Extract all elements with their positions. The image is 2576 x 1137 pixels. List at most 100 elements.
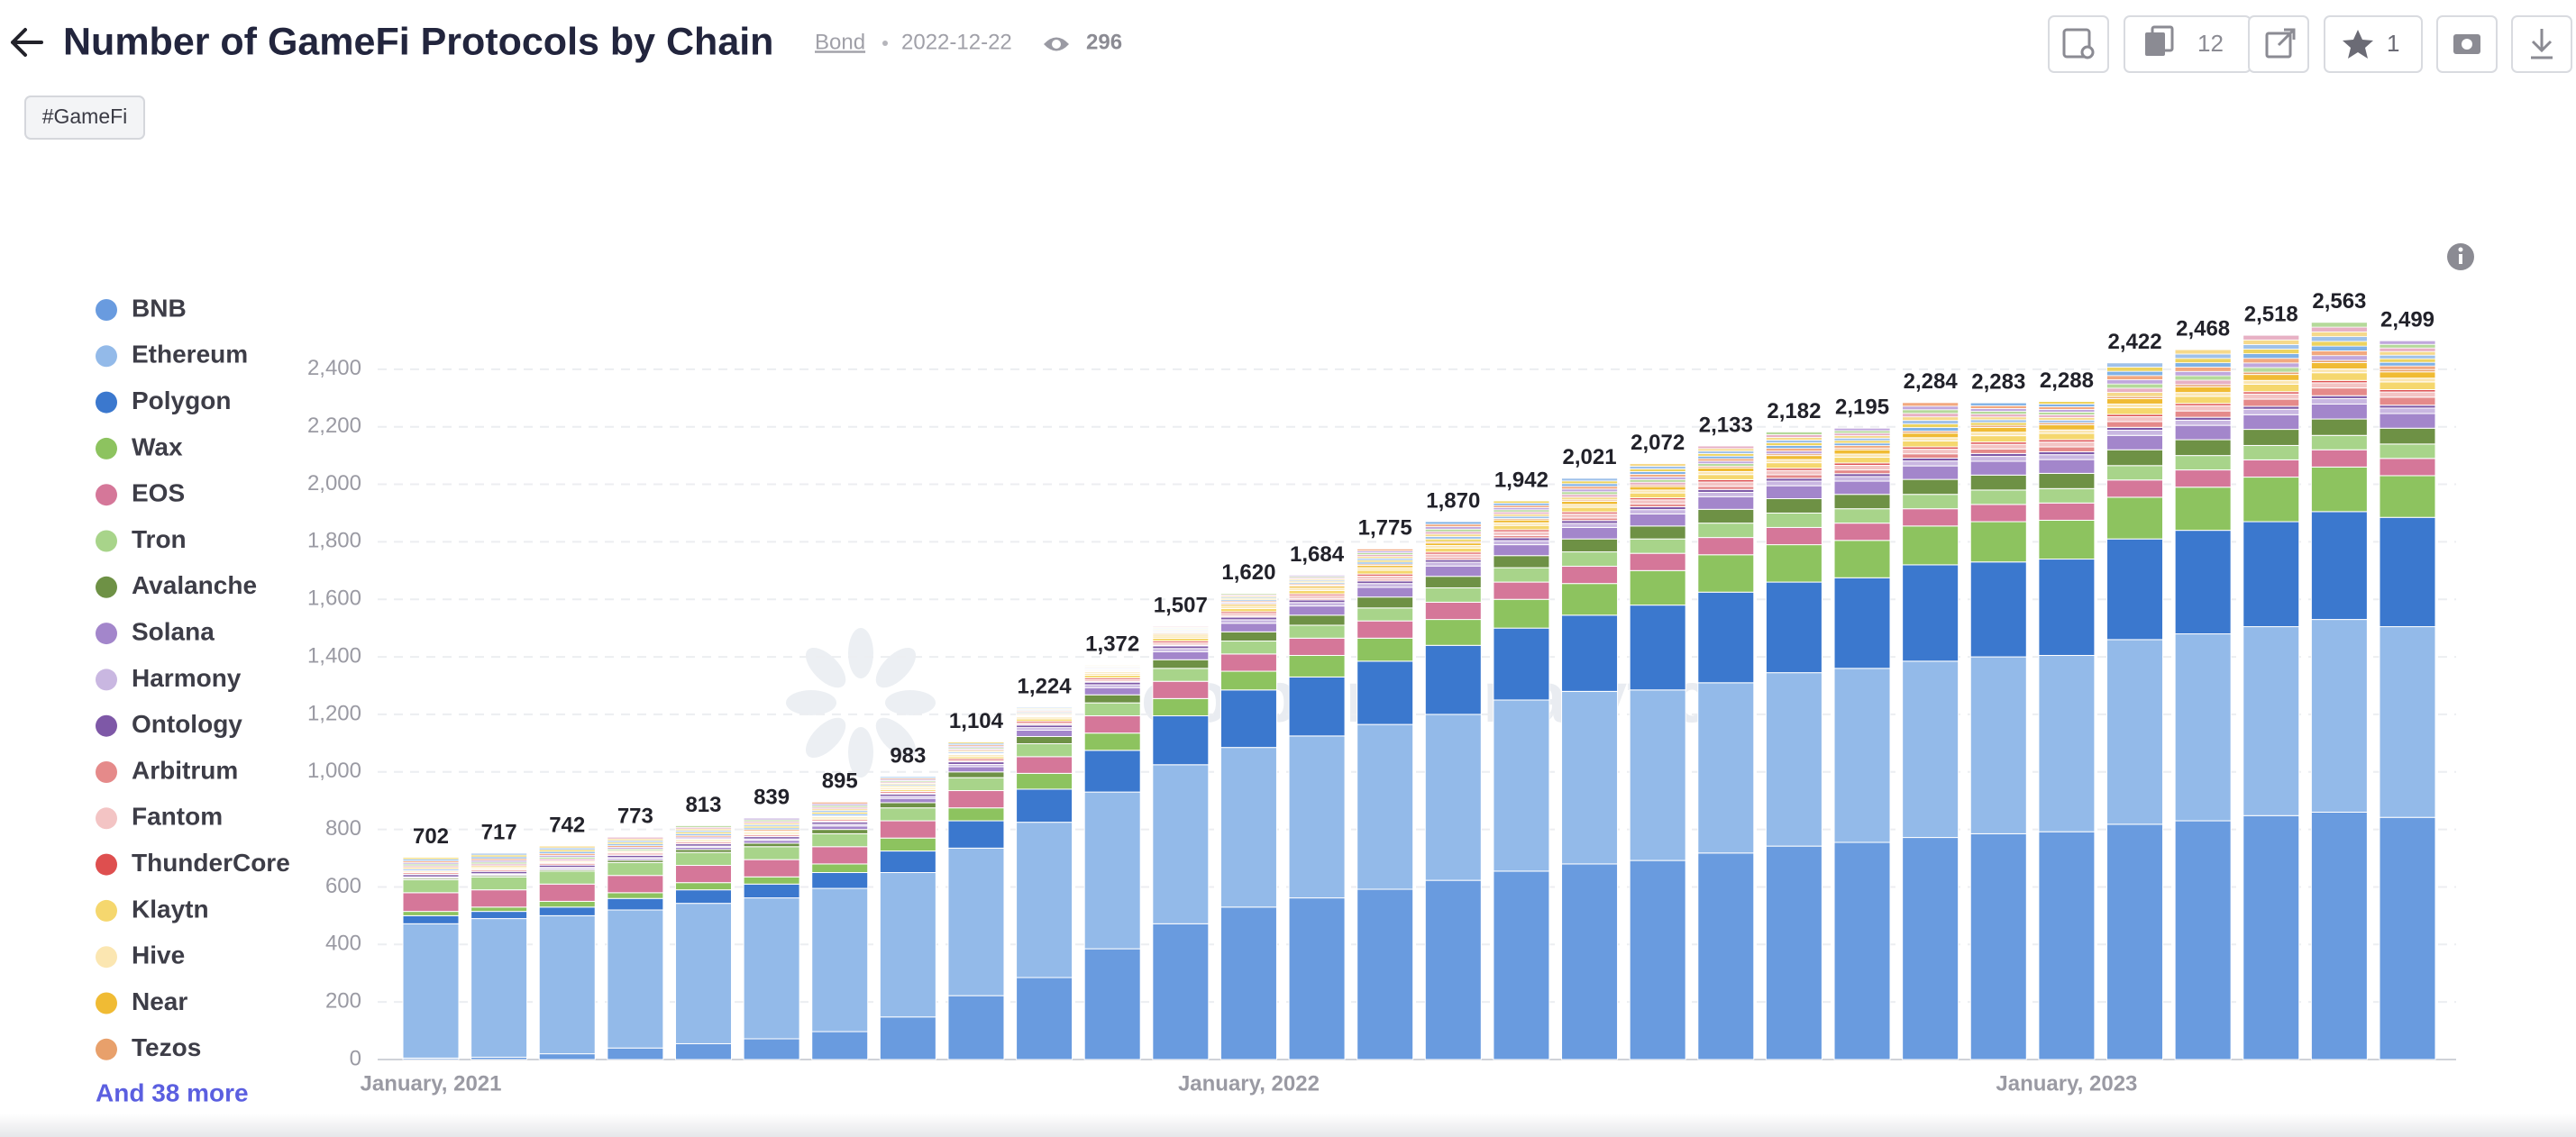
legend-item[interactable]: Klaytn bbox=[96, 895, 209, 923]
bar-segment-other bbox=[1833, 432, 1891, 436]
bar-segment bbox=[2038, 519, 2096, 560]
bar-segment bbox=[1493, 699, 1550, 872]
query-button[interactable] bbox=[2048, 15, 2109, 73]
bar-segment-other bbox=[2243, 343, 2300, 350]
bar-segment bbox=[2379, 516, 2436, 628]
bar-segment bbox=[674, 865, 732, 884]
legend-item[interactable]: Polygon bbox=[96, 387, 231, 414]
legend-item[interactable]: Fantom bbox=[96, 803, 223, 831]
bar-segment-other bbox=[1493, 500, 1550, 504]
bar-segment bbox=[879, 797, 936, 804]
bar-segment bbox=[2174, 392, 2232, 397]
legend-item[interactable]: Solana bbox=[96, 617, 215, 645]
bar-segment bbox=[947, 766, 1005, 773]
bar-segment bbox=[743, 846, 800, 860]
legend-more[interactable]: And 38 more bbox=[96, 1078, 249, 1106]
bar-segment bbox=[2106, 639, 2164, 825]
bar-segment bbox=[1424, 587, 1482, 603]
date: 2022-12-22 bbox=[901, 30, 1012, 54]
bar-segment bbox=[1765, 672, 1822, 847]
legend-item[interactable]: Near bbox=[96, 987, 187, 1015]
bar-segment bbox=[1969, 435, 2027, 443]
bar-segment bbox=[1561, 863, 1619, 1060]
bar-segment bbox=[2174, 386, 2232, 394]
bar-segment bbox=[1902, 449, 1959, 455]
back-button[interactable] bbox=[11, 28, 43, 57]
total-label: 1,775 bbox=[1358, 516, 1412, 541]
bar-segment-other bbox=[1424, 531, 1482, 535]
bar-segment-other bbox=[1561, 491, 1618, 496]
bar-segment bbox=[538, 1053, 596, 1060]
bar-segment-other bbox=[2174, 353, 2232, 359]
legend-item[interactable]: Tezos bbox=[96, 1033, 201, 1061]
separator bbox=[882, 41, 888, 46]
bar-segment-other bbox=[1357, 548, 1414, 551]
bar-segment bbox=[1083, 687, 1141, 696]
legend-item[interactable]: EOS bbox=[96, 479, 185, 507]
share-button[interactable] bbox=[2248, 15, 2309, 73]
legend-item[interactable]: BNB bbox=[96, 294, 187, 322]
bar-segment bbox=[1219, 641, 1277, 655]
bar-segment-other bbox=[1766, 440, 1822, 443]
download-button[interactable] bbox=[2511, 15, 2572, 73]
bar-segment bbox=[1083, 750, 1141, 793]
bar-segment bbox=[1833, 841, 1891, 1060]
bar-segment bbox=[2038, 423, 2096, 431]
bar-segment bbox=[2174, 820, 2232, 1060]
bar-segment bbox=[2243, 477, 2300, 523]
bar-segment bbox=[1357, 607, 1414, 622]
legend-item[interactable]: Wax bbox=[96, 432, 183, 460]
bar-segment bbox=[743, 897, 800, 1040]
bar-segment bbox=[1902, 525, 1959, 566]
bar-segment-other bbox=[1766, 450, 1822, 455]
bar-segment bbox=[947, 995, 1005, 1060]
bar-segment bbox=[1152, 668, 1210, 682]
screenshot-button[interactable] bbox=[2436, 15, 2498, 73]
bar-segment bbox=[1902, 453, 1959, 459]
bar-segment-other bbox=[1424, 523, 1482, 527]
bar-segment bbox=[1697, 467, 1755, 472]
bar-segment bbox=[1629, 492, 1686, 499]
bar-segment-other bbox=[1561, 488, 1618, 493]
bar-segment bbox=[1493, 540, 1550, 546]
bar-segment bbox=[1833, 469, 1891, 475]
bar-segment bbox=[1697, 523, 1755, 539]
info-icon[interactable] bbox=[2447, 243, 2474, 270]
bar-segment-other bbox=[2038, 406, 2096, 410]
bar-segment bbox=[402, 914, 460, 924]
legend-label: Wax bbox=[132, 432, 183, 460]
legend-item[interactable]: Hive bbox=[96, 941, 185, 969]
bar-segment bbox=[1902, 478, 1959, 496]
legend-item[interactable]: ThunderCore bbox=[96, 849, 290, 877]
bar-segment-other bbox=[2379, 358, 2436, 363]
author-link[interactable]: Bond bbox=[815, 30, 865, 54]
star-button[interactable]: 1 bbox=[2324, 15, 2423, 73]
legend-item[interactable]: Harmony bbox=[96, 664, 242, 692]
legend-item[interactable]: Arbitrum bbox=[96, 756, 238, 784]
bar-segment bbox=[1219, 607, 1277, 613]
tag[interactable]: #GameFi bbox=[24, 96, 145, 140]
legend-item[interactable]: Avalanche bbox=[96, 571, 257, 599]
bar-segment bbox=[1288, 676, 1346, 737]
legend-item[interactable]: Ontology bbox=[96, 710, 242, 738]
bar-segment bbox=[1833, 457, 1891, 464]
bar-segment bbox=[2174, 396, 2232, 405]
bar-segment bbox=[1288, 589, 1346, 595]
y-tick-label: 800 bbox=[325, 816, 361, 841]
y-tick-label: 1,400 bbox=[307, 643, 361, 668]
bar-segment bbox=[1152, 764, 1210, 924]
copy-button[interactable]: 12 bbox=[2124, 15, 2252, 73]
bar-segment bbox=[2310, 418, 2368, 436]
bar-segment bbox=[1288, 602, 1346, 607]
legend-label: BNB bbox=[132, 294, 187, 322]
bar-segment bbox=[607, 1047, 664, 1060]
x-tick-label: January, 2022 bbox=[1178, 1071, 1320, 1096]
bar-segment bbox=[1357, 569, 1414, 575]
legend-item[interactable]: Tron bbox=[96, 525, 187, 553]
bar-segment-other bbox=[2310, 355, 2368, 361]
bar-segment-other bbox=[1424, 536, 1482, 540]
bar-segment-other bbox=[2174, 375, 2232, 381]
legend-item[interactable]: Ethereum bbox=[96, 341, 248, 368]
bar-segment bbox=[2243, 521, 2300, 628]
bar-segment bbox=[674, 889, 732, 905]
